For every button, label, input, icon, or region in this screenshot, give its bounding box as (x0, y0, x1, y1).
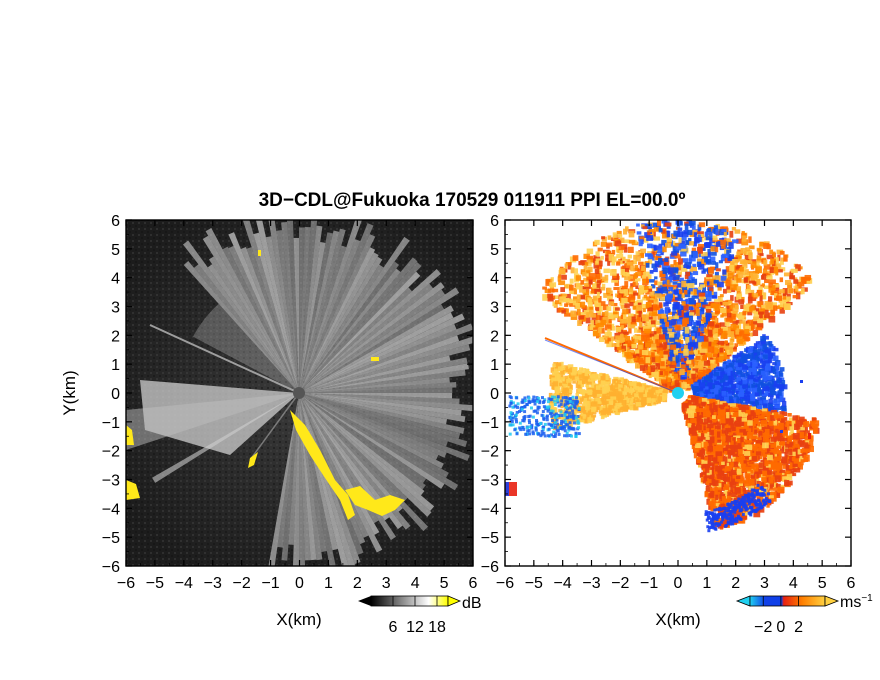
y-tick-label: 4 (490, 271, 499, 288)
y-tick-label: −5 (102, 530, 120, 547)
y-tick-label: 1 (111, 357, 120, 374)
y-tick-label: 3 (111, 300, 120, 317)
colorbar-tick-label: 6 (389, 619, 398, 636)
velocity-colorbar: −2 0 2 ms−1 (735, 593, 873, 636)
y-tick-label: 6 (490, 213, 499, 230)
x-tick-label: −4 (554, 575, 572, 592)
x-tick-label: −5 (525, 575, 543, 592)
x-tick-label: 1 (702, 575, 711, 592)
velocity-colorbar-unit-exponent: −1 (861, 593, 873, 604)
velocity-colorbar-unit: ms−1 (840, 593, 873, 611)
colorbar-tick-label: 2 (794, 619, 803, 636)
y-tick-label: −2 (481, 444, 499, 461)
intensity-field (126, 220, 473, 566)
x-tick-label: −6 (117, 575, 135, 592)
x-tick-label: 2 (353, 575, 362, 592)
y-tick-label: −6 (481, 559, 499, 576)
y-tick-label: 2 (490, 328, 499, 345)
x-tick-label: −1 (640, 575, 658, 592)
y-tick-label: 5 (490, 242, 499, 259)
velocity-panel: −6 −5 −4 −3 −2 −1 0 1 2 3 4 5 6 6 5 4 3 2 1 0 −1 −2 −3 −4 −5 −6 X… (481, 213, 856, 629)
x-tick-label: 2 (731, 575, 740, 592)
x-tick-label: 5 (818, 575, 827, 592)
radar-site-marker-right (672, 387, 684, 399)
colorbar-high-arrow (447, 595, 462, 607)
y-tick-label: −4 (102, 501, 120, 518)
y-tick-label: −3 (102, 473, 120, 490)
x-tick-label: 6 (847, 575, 856, 592)
velocity-colorbar-gradient (749, 595, 826, 607)
x-tick-label: 3 (382, 575, 391, 592)
x-tick-label: 5 (440, 575, 449, 592)
y-tick-label: 2 (111, 328, 120, 345)
x-tick-label: 6 (469, 575, 478, 592)
x-tick-label: −3 (204, 575, 222, 592)
y-tick-label: −5 (481, 530, 499, 547)
intensity-colorbar: 6 12 18 dB (358, 595, 482, 636)
y-tick-label: 3 (490, 300, 499, 317)
y-axis-label: Y(km) (60, 370, 79, 415)
colorbar-tick-label: 12 (406, 619, 424, 636)
x-tick-label: 4 (411, 575, 420, 592)
velocity-ticks: −6 −5 −4 −3 −2 −1 0 1 2 3 4 5 6 6 5 4 3 2 1 0 −1 −2 −3 −4 −5 −6 (481, 213, 856, 592)
intensity-colorbar-gradient (370, 595, 449, 607)
y-tick-label: 0 (490, 386, 499, 403)
colorbar-tick-label: 18 (428, 619, 446, 636)
intensity-panel: −6 −5 −4 −3 −2 −1 0 1 2 3 4 5 6 6 5 4 3 2 1 0 −1 −2 −3 −4 −5 −6 Y… (60, 213, 478, 629)
x-axis-label-right: X(km) (655, 610, 700, 629)
velocity-colorbar-high-arrow (824, 595, 840, 607)
y-tick-label: −6 (102, 559, 120, 576)
x-tick-label: −1 (261, 575, 279, 592)
y-tick-label: 1 (490, 357, 499, 374)
x-tick-label: −5 (146, 575, 164, 592)
y-tick-label: 0 (111, 386, 120, 403)
x-tick-label: −6 (496, 575, 514, 592)
y-tick-label: 5 (111, 242, 120, 259)
y-tick-label: 6 (111, 213, 120, 230)
y-tick-label: −3 (481, 473, 499, 490)
y-tick-label: −2 (102, 444, 120, 461)
x-axis-label-left: X(km) (276, 610, 321, 629)
x-tick-label: −2 (233, 575, 251, 592)
y-tick-label: −1 (102, 415, 120, 432)
intensity-colorbar-unit: dB (462, 595, 482, 612)
velocity-colorbar-low-arrow (735, 595, 751, 607)
x-tick-label: 0 (674, 575, 683, 592)
velocity-field (505, 220, 820, 533)
intensity-ticks: −6 −5 −4 −3 −2 −1 0 1 2 3 4 5 6 6 5 4 3 2 1 0 −1 −2 −3 −4 −5 −6 (102, 213, 478, 592)
y-tick-label: −4 (481, 501, 499, 518)
colorbar-tick-label: −2 (754, 619, 772, 636)
x-tick-label: 3 (760, 575, 769, 592)
x-tick-label: −4 (175, 575, 193, 592)
x-tick-label: 4 (789, 575, 798, 592)
y-tick-label: −1 (481, 415, 499, 432)
figure-title: 3D−CDL@Fukuoka 170529 011911 PPI EL=00.0… (259, 190, 686, 211)
colorbar-low-arrow (358, 596, 371, 606)
y-tick-label: 4 (111, 271, 120, 288)
colorbar-tick-label: 0 (776, 619, 785, 636)
x-tick-label: 1 (324, 575, 333, 592)
x-tick-label: 0 (295, 575, 304, 592)
x-tick-label: −3 (582, 575, 600, 592)
x-tick-label: −2 (611, 575, 629, 592)
radar-site-marker (293, 387, 305, 399)
